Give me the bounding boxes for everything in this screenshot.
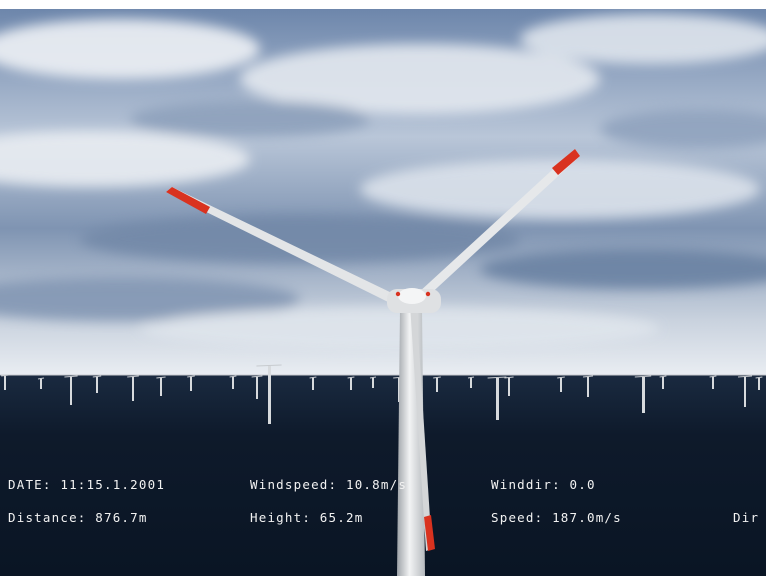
distant-turbine [4, 376, 6, 390]
turbine-blade-lower [410, 302, 432, 551]
distant-turbine-rotor [487, 376, 507, 379]
distant-turbine [256, 377, 258, 399]
hud-row-2: Distance: 876.7m Height: 65.2m Speed: 18… [0, 510, 766, 528]
hud-row-1: DATE: 11:15.1.2001 Windspeed: 10.8m/s Wi… [0, 477, 766, 495]
distant-turbine-rotor [156, 376, 166, 379]
distant-turbine [642, 377, 645, 413]
distant-turbine-rotor [1, 374, 9, 377]
distant-turbine-rotor [582, 375, 594, 378]
distant-turbine [268, 366, 271, 424]
hud-date: DATE: 11:15.1.2001 [8, 477, 166, 492]
distant-turbine-rotor [64, 375, 78, 378]
distant-turbine [132, 377, 134, 401]
distant-turbine [40, 379, 42, 389]
hud-windspeed: Windspeed: 10.8m/s [250, 477, 408, 492]
distant-turbine-rotor [504, 376, 514, 379]
distant-turbine [398, 378, 400, 402]
distant-turbines [1, 364, 763, 424]
distant-turbine-rotor [737, 375, 753, 378]
distant-turbine-rotor [309, 376, 317, 379]
distant-turbine-rotor [256, 364, 282, 367]
distant-turbine [508, 378, 510, 396]
distant-turbine-rotor [659, 375, 667, 378]
distant-turbine [712, 377, 714, 389]
simulation-viewport[interactable]: DATE: 11:15.1.2001 Windspeed: 10.8m/s Wi… [0, 9, 766, 576]
hud-direction: Dir [733, 510, 760, 525]
distant-turbine-rotor [347, 376, 355, 379]
distant-turbine-rotor [467, 376, 475, 379]
distant-turbine-rotor [557, 376, 565, 379]
main-turbine [166, 149, 580, 576]
hud-height: Height: 65.2m [250, 510, 364, 525]
distant-turbine-rotor [634, 375, 652, 378]
hud-distance: Distance: 876.7m [8, 510, 148, 525]
distant-turbine [470, 378, 472, 388]
distant-turbine-rotor [433, 376, 441, 379]
sea [0, 375, 766, 576]
distant-turbine [744, 377, 746, 407]
distant-turbine-rotor [229, 375, 237, 378]
distant-turbine [160, 378, 162, 396]
distant-turbine-rotor [251, 375, 263, 378]
distant-turbine-rotor [92, 375, 102, 378]
distant-turbine [372, 378, 374, 388]
distant-turbine [312, 378, 314, 390]
distant-turbine-rotor [755, 376, 763, 379]
distant-turbine-rotor [369, 376, 377, 379]
distant-turbine-rotor [709, 375, 717, 378]
distant-turbine [350, 378, 352, 390]
distant-turbine [70, 377, 72, 405]
distant-turbine [496, 378, 499, 420]
distant-turbine [560, 378, 562, 392]
distant-turbine [436, 378, 438, 392]
distant-turbine [96, 377, 98, 393]
distant-turbine [190, 377, 192, 391]
distant-turbine [232, 377, 234, 389]
turbine-blade-right [418, 149, 580, 299]
distant-turbine [758, 378, 760, 390]
wind-farm-scene [0, 9, 766, 576]
turbine-blade-left [166, 187, 396, 303]
distant-turbine-rotor [187, 375, 195, 378]
distant-turbine [587, 377, 589, 397]
distant-turbine-rotor [37, 377, 45, 380]
hud-speed: Speed: 187.0m/s [491, 510, 622, 525]
distant-turbine-rotor [127, 375, 139, 378]
hud-winddir: Winddir: 0.0 [491, 477, 596, 492]
distant-turbine [662, 377, 664, 389]
